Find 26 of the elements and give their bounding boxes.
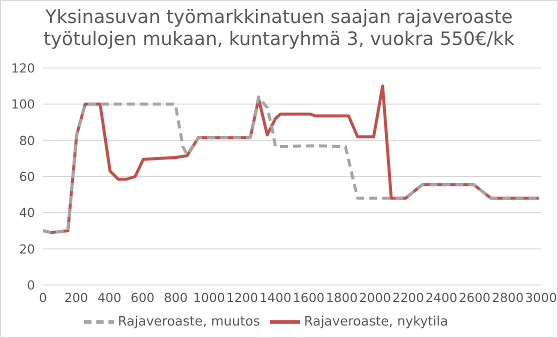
y-tick-label: 80 [19, 132, 36, 148]
x-tick-label: 1400 [259, 290, 292, 305]
x-tick-label: 400 [97, 290, 122, 305]
x-tick-label: 1800 [326, 290, 358, 305]
x-tick-label: 2000 [359, 290, 391, 305]
y-tick-label: 60 [19, 168, 36, 184]
x-tick-label: 2400 [425, 290, 458, 305]
y-tick-label: 100 [11, 96, 36, 112]
y-tick-label: 20 [19, 241, 36, 256]
x-tick-label: 2200 [392, 290, 424, 305]
x-tick-label: 200 [64, 290, 88, 305]
x-tick-label: 3000 [525, 290, 557, 305]
x-tick-label: 1000 [193, 290, 225, 305]
x-tick-label: 1600 [292, 290, 325, 305]
y-tick-label: 40 [19, 205, 36, 220]
x-tick-label: 2600 [458, 290, 491, 305]
x-tick-label: 800 [164, 290, 188, 305]
y-tick-label: 0 [27, 277, 36, 292]
chart-title: Yksinasuvan työmarkkinatuen saajan rajaveroaste työtulojen mukaan, kuntaryhmä 3, vuokra 550€/kk [44, 7, 514, 50]
x-tick-label: 600 [130, 290, 155, 305]
x-tick-label: 1200 [226, 290, 258, 305]
legend-label: Rajaveroaste, nykytila [304, 314, 448, 330]
legend-label: Rajaveroaste, muutos [118, 314, 260, 330]
x-tick-label: 0 [39, 290, 48, 305]
y-tick-label: 120 [11, 60, 36, 76]
x-tick-label: 2800 [492, 290, 524, 305]
